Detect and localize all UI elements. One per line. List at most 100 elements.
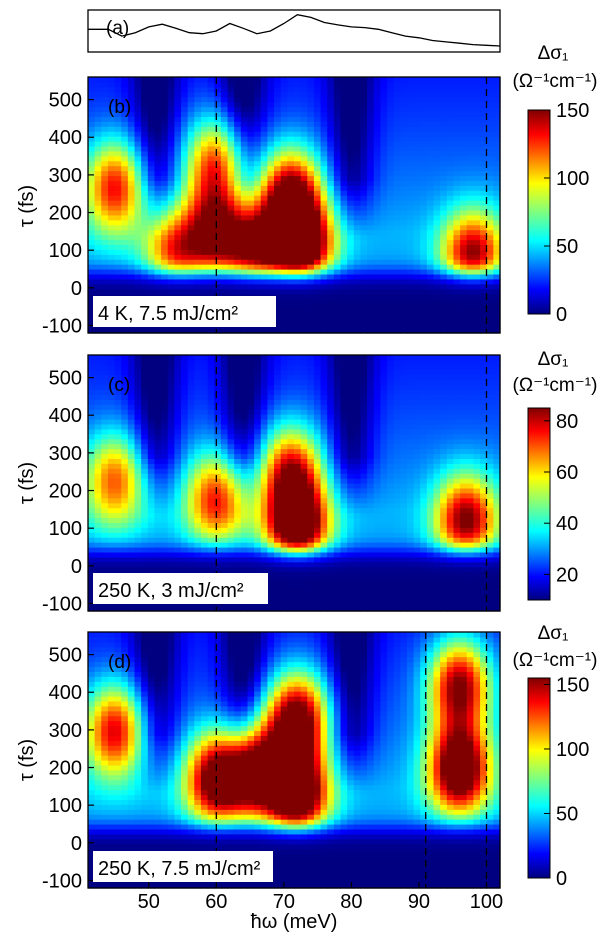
heatmap-cell — [280, 278, 288, 285]
heatmap-cell — [426, 323, 435, 329]
heatmap-cell — [373, 214, 381, 221]
heatmap-cell — [460, 328, 468, 334]
heatmap-cell — [307, 537, 315, 543]
heatmap-cell — [114, 170, 122, 177]
heatmap-cell — [227, 409, 235, 415]
heatmap-cell — [107, 438, 116, 445]
heatmap-cell — [380, 288, 388, 295]
heatmap-cell — [254, 532, 262, 538]
heatmap-cell — [267, 389, 275, 395]
heatmap-cell — [353, 214, 362, 221]
heatmap-cell — [320, 121, 328, 127]
heatmap-cell — [486, 244, 494, 250]
heatmap-cell — [147, 561, 156, 568]
heatmap-cell — [254, 264, 262, 270]
heatmap-cell — [200, 394, 209, 400]
heatmap-cell — [167, 77, 175, 83]
heatmap-cell — [114, 404, 122, 410]
heatmap-cell — [373, 318, 381, 324]
heatmap-cell — [446, 131, 455, 137]
heatmap-cell — [161, 81, 169, 88]
heatmap-cell — [94, 150, 102, 157]
heatmap-cell — [141, 214, 149, 221]
heatmap-cell — [127, 283, 136, 290]
heatmap-cell — [300, 551, 308, 558]
heatmap-cell — [114, 547, 122, 553]
heatmap-cell — [313, 160, 322, 167]
heatmap-cell — [280, 487, 288, 494]
heatmap-cell — [367, 150, 375, 157]
heatmap-cell — [161, 359, 169, 366]
heatmap-cell — [207, 502, 215, 509]
heatmap-cell — [274, 458, 282, 464]
heatmap-cell — [453, 264, 461, 270]
heatmap-cell — [154, 264, 162, 270]
heatmap-cell — [101, 566, 109, 573]
heatmap-cell — [406, 200, 415, 206]
heatmap-cell — [307, 566, 315, 573]
heatmap-cell — [114, 269, 122, 275]
heatmap-cell — [254, 81, 262, 88]
heatmap-cell — [187, 77, 195, 83]
heatmap-cell — [287, 303, 295, 309]
heatmap-cell — [107, 394, 116, 400]
heatmap-cell — [194, 155, 202, 162]
heatmap-cell — [413, 214, 421, 221]
heatmap-cell — [207, 150, 215, 157]
heatmap-cell — [220, 259, 229, 265]
heatmap-cell — [406, 136, 415, 142]
heatmap-cell — [480, 214, 488, 221]
heatmap-cell — [267, 369, 275, 376]
heatmap-cell — [353, 77, 362, 83]
heatmap-cell — [101, 517, 109, 523]
heatmap-cell — [433, 219, 441, 226]
heatmap-cell — [161, 463, 169, 469]
heatmap-cell — [194, 423, 202, 430]
heatmap-cell — [227, 389, 235, 395]
heatmap-cell — [134, 121, 142, 127]
heatmap-cell — [393, 106, 401, 113]
heatmap-cell — [274, 101, 282, 108]
heatmap-cell — [200, 414, 209, 420]
heatmap-cell — [154, 433, 162, 440]
heatmap-cell — [280, 438, 288, 445]
heatmap-cell — [121, 443, 129, 450]
heatmap-cell — [181, 492, 189, 499]
heatmap-cell — [320, 101, 328, 108]
heatmap-cell — [320, 175, 328, 181]
heatmap-cell — [247, 394, 255, 400]
heatmap-cell — [114, 165, 122, 172]
heatmap-cell — [294, 283, 302, 290]
heatmap-cell — [121, 96, 129, 103]
heatmap-cell — [154, 283, 162, 290]
heatmap-cell — [141, 106, 149, 113]
heatmap-cell — [200, 170, 209, 177]
heatmap-cell — [134, 77, 142, 83]
heatmap-cell — [134, 438, 142, 445]
heatmap-cell — [220, 419, 229, 425]
heatmap-cell — [147, 175, 156, 181]
heatmap-cell — [200, 175, 209, 181]
heatmap-cell — [267, 399, 275, 405]
heatmap-cell — [88, 556, 96, 563]
heatmap-cell — [107, 359, 116, 366]
heatmap-cell — [147, 453, 156, 459]
heatmap-cell — [254, 468, 262, 474]
heatmap-cell — [327, 254, 335, 260]
heatmap-cell — [360, 323, 368, 329]
heatmap-cell — [400, 200, 408, 206]
heatmap-cell — [194, 81, 202, 88]
heatmap-cell — [167, 507, 175, 514]
heatmap-cell — [294, 517, 302, 523]
heatmap-cell — [167, 165, 175, 172]
heatmap-cell — [313, 244, 322, 250]
heatmap-cell — [433, 209, 441, 216]
heatmap-cell — [287, 96, 295, 103]
heatmap-cell — [280, 458, 288, 464]
heatmap-cell — [220, 165, 229, 172]
heatmap-cell — [101, 606, 109, 612]
heatmap-cell — [280, 224, 288, 231]
heatmap-cell — [280, 473, 288, 479]
heatmap-cell — [353, 136, 362, 142]
heatmap-cell — [200, 551, 209, 558]
